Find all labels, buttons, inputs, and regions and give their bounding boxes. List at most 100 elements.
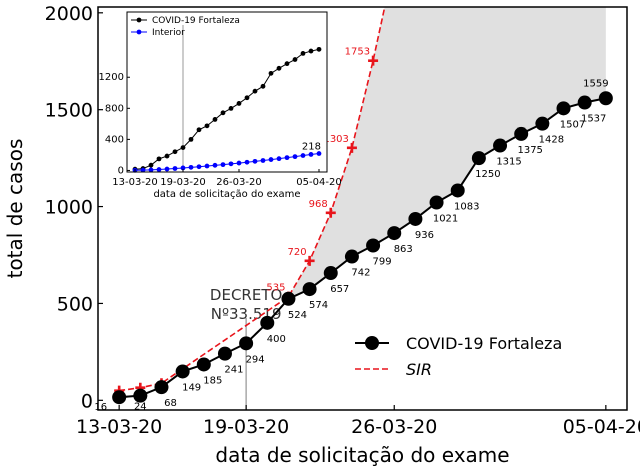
inset-series-0-point-9 <box>204 123 210 129</box>
fortaleza-label-22: 1537 <box>581 114 606 125</box>
sir-point-6 <box>346 142 357 153</box>
x-tick-label-3: 05-04-20 <box>563 416 640 438</box>
inset-legend-fortaleza-marker <box>136 17 142 23</box>
inset-series-0-point-12 <box>228 105 234 111</box>
fortaleza-point-19 <box>514 126 529 141</box>
sir-label-5: 968 <box>309 199 328 210</box>
inset-series-0-point-11 <box>220 110 226 116</box>
fortaleza-point-1 <box>133 388 148 403</box>
inset-series-0-point-22 <box>308 48 314 54</box>
inset-series-0-point-14 <box>244 95 250 101</box>
x-axis-title: data de solicitação do exame <box>215 443 509 467</box>
inset-series-1-point-12 <box>228 161 234 167</box>
fortaleza-label-11: 742 <box>351 268 370 279</box>
legend-sir-label: SIR <box>406 360 432 379</box>
inset-plot: 0 400 800 1200 13-03-20 19-03-20 26-03-20 05-04… <box>99 11 342 200</box>
fortaleza-point-6 <box>239 336 254 351</box>
inset-series-0-point-7 <box>188 136 194 142</box>
inset-series-0-point-21 <box>300 50 306 56</box>
inset-x-tick-label-1: 19-03-20 <box>160 177 205 188</box>
inset-series-1-point-16 <box>260 158 266 163</box>
fortaleza-point-13 <box>387 226 402 241</box>
y-tick-label-4: 2000 <box>45 3 93 25</box>
inset-legend-interior-marker <box>136 29 142 35</box>
inset-interior-end-label: 218 <box>302 142 321 153</box>
inset-legend-interior-label: Interior <box>152 28 185 38</box>
fortaleza-label-9: 574 <box>309 300 328 311</box>
fortaleza-label-6: 294 <box>246 354 265 365</box>
shaded-region <box>288 7 606 299</box>
fortaleza-point-21 <box>556 101 571 116</box>
y-tick-label-1: 500 <box>57 293 93 315</box>
x-tick-label-1: 19-03-20 <box>203 416 289 438</box>
inset-series-0-point-8 <box>196 127 202 133</box>
fortaleza-point-16 <box>450 183 465 198</box>
sir-point-5 <box>325 207 336 218</box>
inset-series-0-point-10 <box>212 117 218 122</box>
fortaleza-point-15 <box>429 195 444 210</box>
inset-series-1-point-9 <box>204 163 210 169</box>
fortaleza-point-2 <box>154 380 169 395</box>
fortaleza-label-10: 657 <box>330 284 349 295</box>
sir-point-4 <box>304 255 315 266</box>
inset-series-1-point-23 <box>316 151 322 156</box>
inset-x-tick-label-2: 26-03-20 <box>216 177 261 188</box>
fortaleza-label-21: 1507 <box>560 119 585 130</box>
fortaleza-label-16: 1083 <box>454 201 479 212</box>
inset-y-tick-label-0: 0 <box>118 165 124 176</box>
inset-series-0-point-5 <box>172 149 178 155</box>
legend-fortaleza-marker <box>365 336 379 350</box>
fortaleza-label-5: 241 <box>224 365 243 376</box>
inset-series-1-point-5 <box>172 166 178 171</box>
fortaleza-label-12: 799 <box>373 257 392 268</box>
inset-series-1-point-20 <box>292 154 298 160</box>
main-legend: COVID-19 Fortaleza SIR <box>355 334 562 379</box>
fortaleza-label-17: 1250 <box>475 169 500 180</box>
fortaleza-label-19: 1375 <box>517 145 542 156</box>
inset-series-1-point-17 <box>268 157 274 162</box>
inset-series-0-point-16 <box>260 83 266 89</box>
inset-series-0-point-18 <box>276 65 282 71</box>
inset-series-1-point-15 <box>252 158 258 164</box>
fortaleza-label-3: 149 <box>182 382 201 393</box>
fortaleza-label-20: 1428 <box>539 135 564 146</box>
fortaleza-point-3 <box>175 364 190 379</box>
inset-series-1-point-1 <box>140 167 146 173</box>
fortaleza-point-10 <box>323 266 338 281</box>
inset-series-1-point-7 <box>188 164 194 170</box>
x-tick-label-2: 26-03-20 <box>351 416 437 438</box>
fortaleza-label-8: 524 <box>288 310 307 321</box>
inset-series-0-point-6 <box>180 145 186 151</box>
fortaleza-point-5 <box>217 346 232 361</box>
fortaleza-point-9 <box>302 282 317 297</box>
fortaleza-point-14 <box>408 211 423 226</box>
inset-series-0-point-19 <box>284 61 290 67</box>
inset-series-1-point-11 <box>220 162 226 168</box>
fortaleza-label-14: 936 <box>415 230 434 241</box>
sir-label-4: 720 <box>288 247 307 258</box>
x-tick-label-0: 13-03-20 <box>76 416 162 438</box>
inset-series-1-point-3 <box>156 167 162 172</box>
inset-series-1-point-19 <box>284 155 290 161</box>
inset-series-1-point-4 <box>164 166 170 172</box>
fortaleza-point-7 <box>260 315 275 330</box>
inset-series-1-point-18 <box>276 156 282 162</box>
sir-label-3: 535 <box>266 283 285 294</box>
inset-legend-fortaleza-label: COVID-19 Fortaleza <box>152 16 240 26</box>
inset-series-0-point-15 <box>252 88 258 94</box>
inset-x-axis-title: data de solicitação do exame <box>153 189 300 200</box>
inset-y-tick-label-1: 400 <box>105 134 124 145</box>
fortaleza-label-4: 185 <box>203 375 222 386</box>
fortaleza-point-0 <box>112 390 127 405</box>
inset-series-0-point-17 <box>268 70 274 76</box>
fortaleza-point-17 <box>471 151 486 166</box>
fortaleza-point-8 <box>281 291 296 306</box>
inset-x-tick-label-3: 05-04-20 <box>296 177 341 188</box>
main-axes-frame <box>97 6 628 411</box>
inset-series-1-point-8 <box>196 164 202 170</box>
fortaleza-label-1: 24 <box>134 402 147 413</box>
inset-series-0-point-20 <box>292 57 298 62</box>
fortaleza-label-18: 1315 <box>496 157 521 168</box>
inset-series-1-point-14 <box>244 159 250 165</box>
